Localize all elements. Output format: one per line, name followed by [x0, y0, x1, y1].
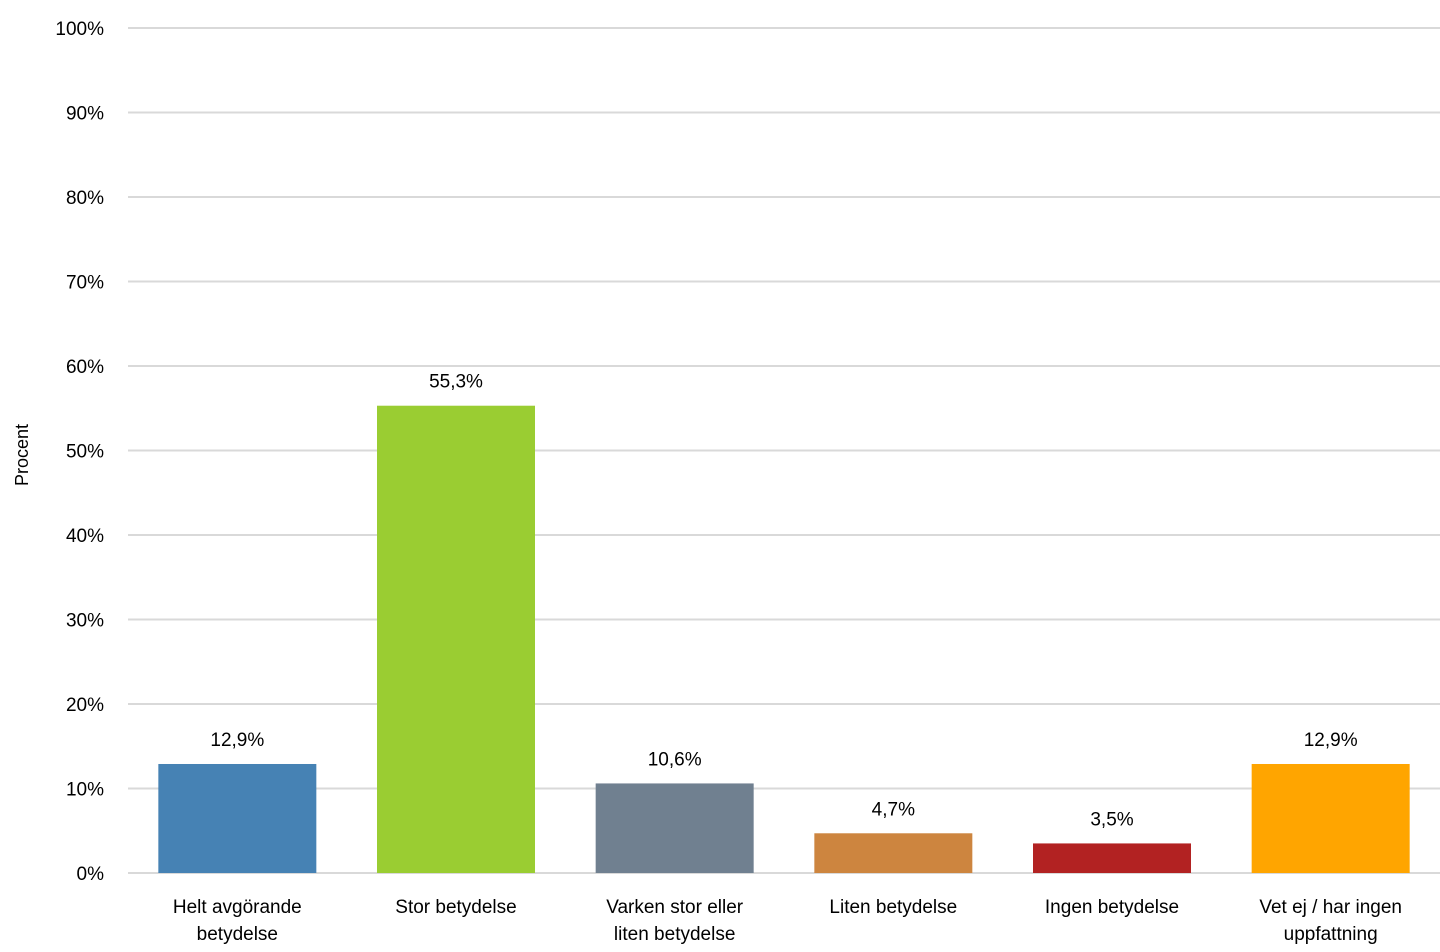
y-tick-label: 60%: [66, 357, 104, 378]
data-label: 55,3%: [429, 372, 483, 393]
x-category-label: Helt avgörande betydelse: [173, 897, 302, 945]
y-tick-label: 20%: [66, 695, 104, 716]
bar: [377, 405, 535, 873]
bar: [1033, 843, 1191, 873]
data-label: 10,6%: [648, 749, 702, 770]
x-category-label-line: Ingen betydelse: [1045, 897, 1179, 918]
bar: [158, 763, 317, 873]
x-category-label-line: liten betydelse: [614, 924, 735, 945]
y-tick-label: 10%: [66, 780, 104, 801]
y-tick-label: 90%: [66, 104, 104, 125]
bar: [1251, 763, 1410, 873]
x-category-label: Vet ej / har ingen uppfattning: [1259, 897, 1402, 945]
x-axis-categories: Helt avgörande betydelse Stor betydelse Var…: [173, 897, 1402, 945]
bar: [595, 783, 754, 873]
x-category-label-line: Varken stor eller: [606, 897, 744, 918]
x-category-label-line: uppfattning: [1284, 924, 1378, 945]
x-category-label: Ingen betydelse: [1045, 897, 1179, 918]
y-tick-label: 50%: [66, 442, 104, 463]
bars: [158, 405, 1410, 873]
y-tick-label: 0%: [77, 864, 105, 885]
bar: [814, 833, 973, 873]
y-tick-label: 40%: [66, 526, 104, 547]
data-label: 3,5%: [1090, 809, 1133, 830]
x-category-label: Varken stor eller liten betydelse: [606, 897, 744, 945]
data-labels: 12,9% 55,3% 10,6% 4,7% 3,5% 12,9%: [210, 372, 1357, 831]
y-tick-label: 100%: [55, 19, 104, 40]
x-category-label-line: betydelse: [197, 924, 278, 945]
y-tick-label: 80%: [66, 188, 104, 209]
data-label: 4,7%: [872, 799, 915, 820]
x-category-label: Stor betydelse: [395, 897, 516, 918]
gridlines: [128, 27, 1440, 874]
y-tick-label: 70%: [66, 273, 104, 294]
x-category-label: Liten betydelse: [829, 897, 957, 918]
y-tick-label: 30%: [66, 611, 104, 632]
x-category-label-line: Liten betydelse: [829, 897, 957, 918]
x-category-label-line: Stor betydelse: [395, 897, 516, 918]
x-category-label-line: Vet ej / har ingen: [1259, 897, 1402, 918]
x-category-label-line: Helt avgörande: [173, 897, 302, 918]
y-axis-ticks: 0% 10% 20% 30% 40% 50% 60% 70% 80% 90% 100%: [55, 19, 104, 885]
y-axis-title: Procent: [12, 424, 32, 486]
data-label: 12,9%: [1304, 730, 1358, 751]
data-label: 12,9%: [210, 730, 264, 751]
